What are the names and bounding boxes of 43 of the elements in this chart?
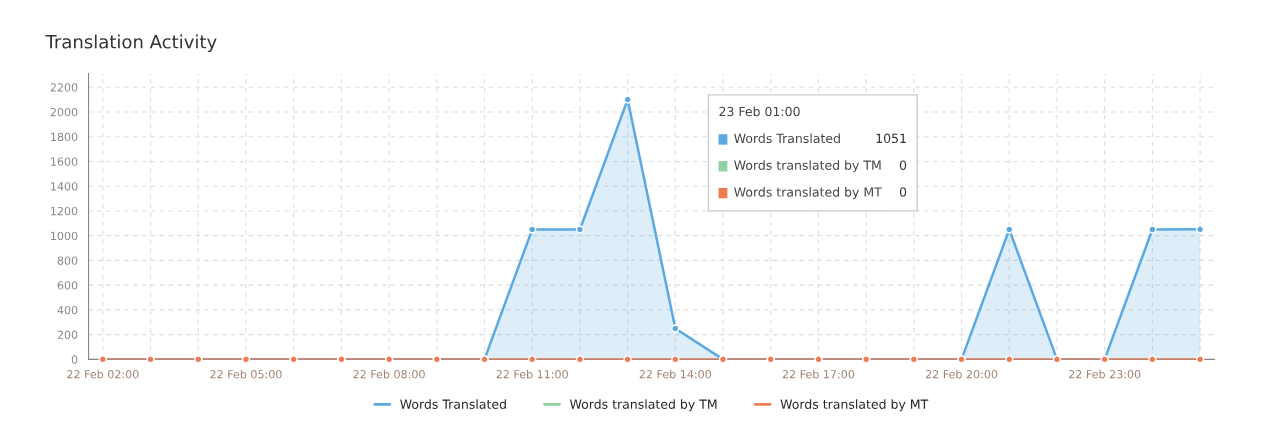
- point: [1195, 355, 1205, 364]
- annotation: Words translated by TM: [734, 160, 881, 173]
- x-tick-label: 22 Feb 14:00: [639, 369, 712, 379]
- legend-label: Words translated by TM: [569, 399, 717, 412]
- legend-label: Words translated by MT: [780, 399, 929, 412]
- y-tick-label: 800: [57, 256, 78, 265]
- y-tick-label: 200: [57, 330, 78, 340]
- point: [575, 355, 585, 364]
- x-tick-label: 22 Feb 02:00: [67, 369, 139, 379]
- x-tick-label: 22 Feb 20:00: [925, 369, 998, 379]
- y-tick-label: 1000: [51, 231, 78, 241]
- point: [1148, 225, 1157, 234]
- y-tick-label: 1200: [51, 206, 78, 216]
- annotation: Words translated by MT: [734, 187, 882, 200]
- y-tick-label: 400: [57, 305, 78, 315]
- annotation: 0: [899, 160, 907, 170]
- point: [623, 95, 632, 104]
- point: [1148, 355, 1157, 364]
- annotation: 23 Feb 01:00: [719, 106, 800, 117]
- annotation: 1051: [876, 133, 906, 144]
- y-tick-label: 2000: [50, 107, 78, 117]
- x-tick-label: 22 Feb 05:00: [210, 369, 282, 379]
- y-tick-label: 1800: [51, 132, 78, 142]
- y-tick-label: 1600: [51, 157, 78, 166]
- x-tick-label: 22 Feb 08:00: [353, 369, 425, 379]
- x-tick-label: 22 Feb 23:00: [1069, 369, 1141, 379]
- point: [1005, 355, 1014, 364]
- y-tick-label: 1400: [51, 182, 78, 191]
- point: [528, 355, 537, 364]
- y-tick-label: 600: [57, 281, 78, 290]
- x-tick-label: 22 Feb 11:00: [496, 369, 568, 379]
- point: [671, 324, 680, 333]
- legend-label: Words Translated: [400, 399, 506, 409]
- x-tick-label: 22 Feb 17:00: [782, 369, 855, 379]
- point: [671, 355, 680, 364]
- annotation: Words Translated: [734, 133, 840, 144]
- chart-title: Translation Activity: [45, 34, 217, 53]
- y-tick-label: 2200: [50, 83, 78, 92]
- point: [575, 225, 585, 234]
- point: [623, 355, 632, 364]
- annotation: 0: [899, 187, 907, 197]
- point: [528, 225, 537, 234]
- y-tick-label: 0: [71, 355, 78, 364]
